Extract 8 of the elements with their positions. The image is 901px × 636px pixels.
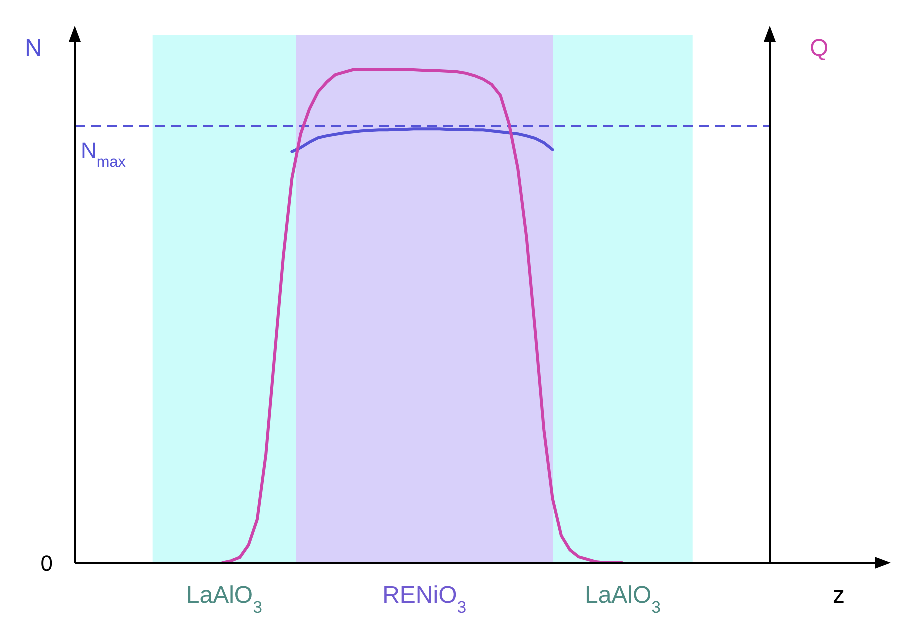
ref-line-label: N$_{max}$ bbox=[81, 138, 126, 171]
text: LaAlO$_{3}$ bbox=[584, 582, 662, 616]
y-axis-title: N bbox=[25, 35, 42, 62]
text: RENiO$_{3}$ bbox=[382, 582, 467, 616]
x-axis-title: z bbox=[833, 582, 845, 609]
y2-axis-title: Q bbox=[810, 35, 829, 62]
text: LaAlO$_{3}$ bbox=[186, 582, 262, 616]
text: 0 bbox=[40, 551, 53, 576]
